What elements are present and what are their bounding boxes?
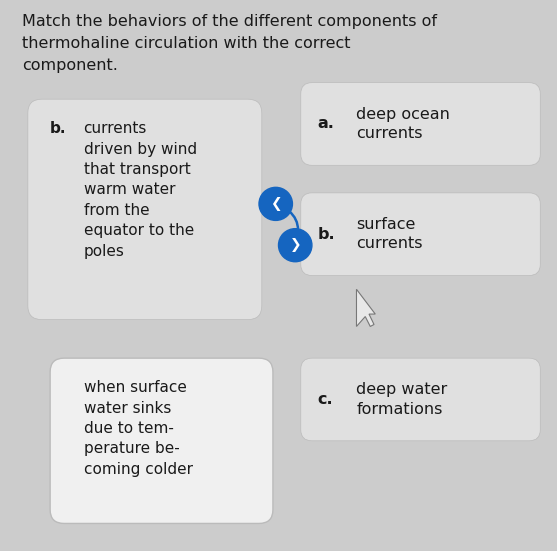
FancyBboxPatch shape <box>301 358 540 441</box>
Circle shape <box>278 229 312 262</box>
Text: b.: b. <box>317 226 335 242</box>
Polygon shape <box>356 289 375 326</box>
Text: component.: component. <box>22 58 118 73</box>
Text: thermohaline circulation with the correct: thermohaline circulation with the correc… <box>22 36 351 51</box>
Text: c.: c. <box>317 392 333 407</box>
Text: when surface
water sinks
due to tem-
perature be-
coming colder: when surface water sinks due to tem- per… <box>84 380 193 477</box>
Text: surface
currents: surface currents <box>356 217 423 251</box>
Text: ❯: ❯ <box>290 238 301 252</box>
Text: Match the behaviors of the different components of: Match the behaviors of the different com… <box>22 14 437 29</box>
Circle shape <box>259 187 292 220</box>
Text: a.: a. <box>317 116 334 132</box>
FancyBboxPatch shape <box>28 99 262 320</box>
Text: currents
driven by wind
that transport
warm water
from the
equator to the
poles: currents driven by wind that transport w… <box>84 121 197 258</box>
FancyBboxPatch shape <box>50 358 273 523</box>
FancyBboxPatch shape <box>301 193 540 276</box>
Text: b.: b. <box>50 121 67 136</box>
Text: ❮: ❮ <box>270 197 281 211</box>
Text: deep water
formations: deep water formations <box>356 382 448 417</box>
FancyBboxPatch shape <box>301 83 540 165</box>
Text: deep ocean
currents: deep ocean currents <box>356 107 451 141</box>
